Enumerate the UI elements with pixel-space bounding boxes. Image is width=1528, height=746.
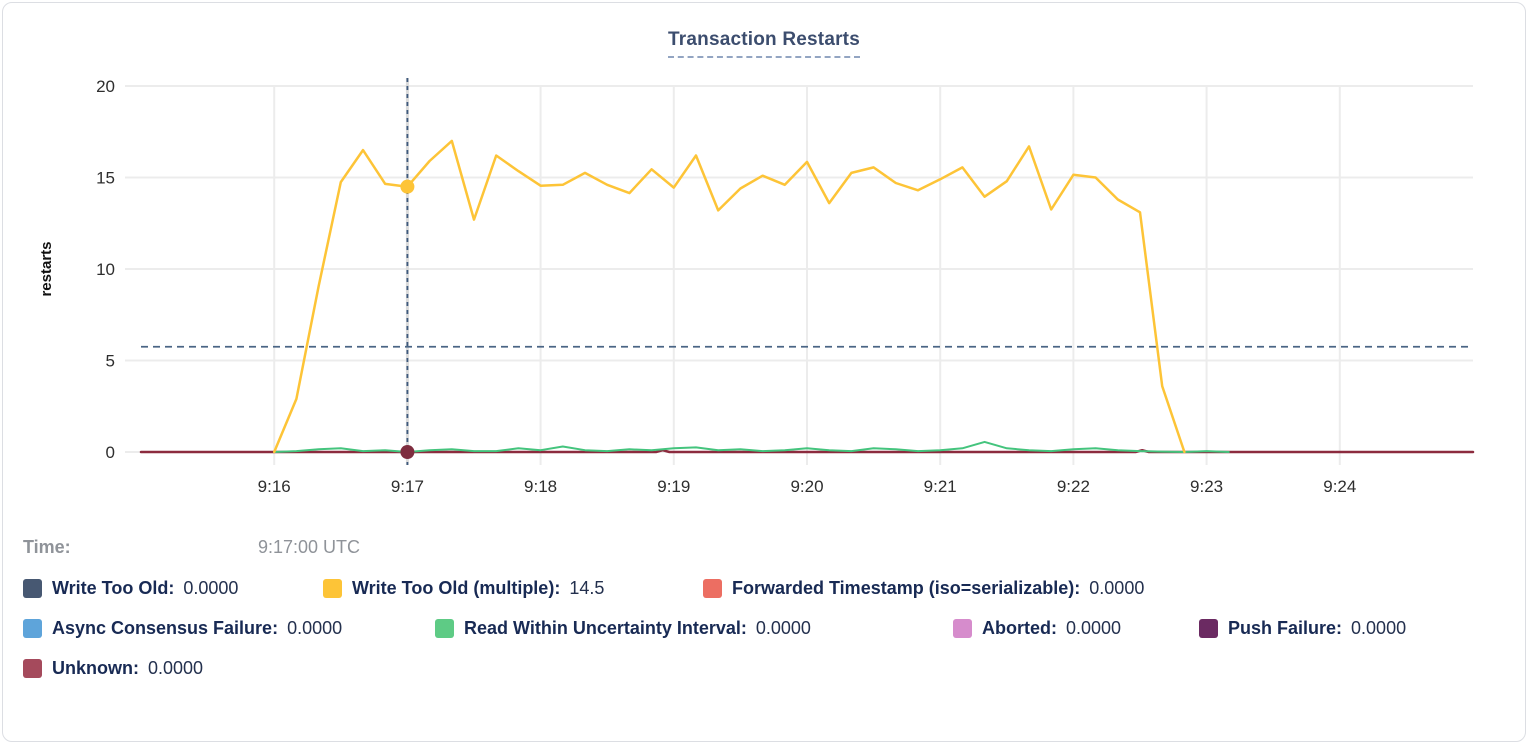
chart-legend: Write Too Old: 0.0000 Write Too Old (mul… <box>3 578 1525 679</box>
x-tick-label: 9:24 <box>1323 477 1356 496</box>
transaction-restarts-chart[interactable]: 0 5 10 15 20 9:16 9:17 9:18 9:19 9:20 9:21 9:22 9:23… <box>3 3 1526 525</box>
legend-value: 0.0000 <box>1351 618 1407 638</box>
chart-title-wrap: Transaction Restarts <box>3 29 1525 58</box>
hover-point-write-too-old-multiple- <box>400 179 415 194</box>
y-tick-label: 20 <box>96 77 115 96</box>
aborted-swatch <box>953 619 972 638</box>
read-within-uncertainty-interval-swatch <box>435 619 454 638</box>
y-tick-label: 15 <box>96 169 115 188</box>
x-tick-label: 9:23 <box>1190 477 1223 496</box>
legend-value: 0.0000 <box>148 658 204 678</box>
legend-label: Write Too Old: <box>52 578 175 598</box>
x-tick-label: 9:18 <box>524 477 557 496</box>
legend-label: Read Within Uncertainty Interval: <box>464 618 747 638</box>
y-tick-label: 5 <box>106 352 115 371</box>
legend-item-forwarded-timestamp: Forwarded Timestamp (iso=serializable): … <box>703 578 1144 599</box>
legend-item-async-consensus-failure: Async Consensus Failure: 0.0000 <box>23 618 435 639</box>
legend-value: 0.0000 <box>287 618 343 638</box>
legend-value: 0.0000 <box>183 578 239 598</box>
legend-row: Async Consensus Failure: 0.0000 Read Wit… <box>3 618 1525 639</box>
time-label: Time: <box>23 537 71 557</box>
y-tick-label: 10 <box>96 260 115 279</box>
legend-value: 0.0000 <box>755 618 811 638</box>
unknown-swatch <box>23 659 42 678</box>
chart-title[interactable]: Transaction Restarts <box>668 29 860 58</box>
legend-item-unknown: Unknown: 0.0000 <box>23 658 203 679</box>
x-tick-label: 9:16 <box>258 477 291 496</box>
x-tick-label: 9:20 <box>790 477 823 496</box>
x-tick-label: 9:17 <box>391 477 424 496</box>
x-tick-label: 9:22 <box>1057 477 1090 496</box>
write-too-old-multiple-swatch <box>323 579 342 598</box>
async-consensus-failure-swatch <box>23 619 42 638</box>
series-line-write-too-old-multiple- <box>272 139 1186 454</box>
push-failure-swatch <box>1199 619 1218 638</box>
legend-label: Aborted: <box>982 618 1057 638</box>
y-axis-label: restarts <box>38 241 55 296</box>
legend-value: 0.0000 <box>1066 618 1122 638</box>
legend-label: Push Failure: <box>1228 618 1343 638</box>
legend-item-write-too-old-multiple: Write Too Old (multiple): 14.5 <box>323 578 703 599</box>
legend-row: Unknown: 0.0000 <box>3 658 1525 679</box>
legend-item-push-failure: Push Failure: 0.0000 <box>1199 618 1406 639</box>
legend-label: Async Consensus Failure: <box>52 618 279 638</box>
hover-time-row: Time: 9:17:00 UTC <box>3 537 1525 558</box>
legend-row: Write Too Old: 0.0000 Write Too Old (mul… <box>3 578 1525 599</box>
forwarded-timestamp-swatch <box>703 579 722 598</box>
hover-point-unknown <box>400 445 415 459</box>
x-tick-label: 9:21 <box>924 477 957 496</box>
legend-item-write-too-old: Write Too Old: 0.0000 <box>23 578 323 599</box>
legend-item-aborted: Aborted: 0.0000 <box>953 618 1199 639</box>
y-tick-label: 0 <box>106 443 115 462</box>
write-too-old-swatch <box>23 579 42 598</box>
legend-value: 14.5 <box>569 578 605 598</box>
time-value: 9:17:00 UTC <box>258 537 361 557</box>
legend-label: Unknown: <box>52 658 139 678</box>
series-line-read-within-uncertainty-interval <box>273 440 1230 453</box>
x-tick-label: 9:19 <box>657 477 690 496</box>
legend-value: 0.0000 <box>1089 578 1145 598</box>
legend-item-read-within-uncertainty-interval: Read Within Uncertainty Interval: 0.0000 <box>435 618 953 639</box>
legend-label: Forwarded Timestamp (iso=serializable): <box>732 578 1081 598</box>
legend-label: Write Too Old (multiple): <box>352 578 561 598</box>
